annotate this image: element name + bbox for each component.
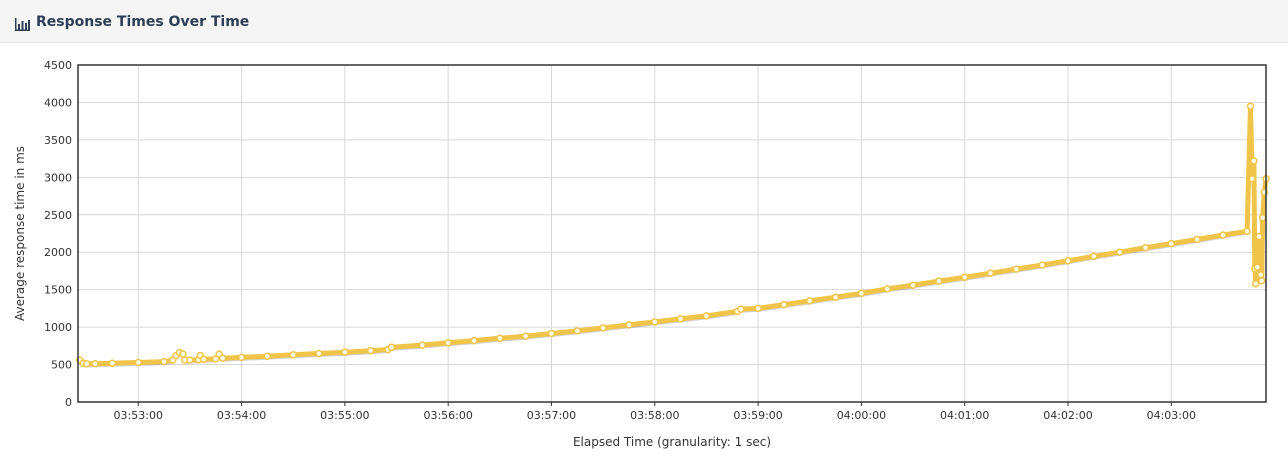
data-point xyxy=(1251,279,1260,288)
data-point xyxy=(218,354,227,362)
data-point xyxy=(599,324,607,332)
data-point xyxy=(1090,252,1098,261)
data-point xyxy=(1248,175,1256,183)
data-point xyxy=(470,336,478,345)
data-point xyxy=(1257,270,1265,279)
data-point xyxy=(831,293,840,301)
x-tick-label: 03:55:00 xyxy=(320,409,369,422)
data-point xyxy=(179,350,187,358)
panel-title: Response Times Over Time xyxy=(36,14,250,30)
y-tick-label: 1000 xyxy=(44,321,72,334)
chart-axes: 0 500 1000 1500 2000 2500 3000 3500 4000 4500 03:5… xyxy=(44,59,1196,422)
data-point xyxy=(909,281,917,289)
data-point xyxy=(573,327,582,335)
bar-chart-icon xyxy=(15,16,30,31)
data-point xyxy=(702,312,711,320)
data-point xyxy=(108,359,117,367)
x-tick-label: 03:54:00 xyxy=(217,409,266,422)
y-tick-label: 0 xyxy=(65,396,72,409)
y-tick-label: 3500 xyxy=(44,134,72,147)
data-point xyxy=(754,304,762,313)
data-point xyxy=(444,339,452,347)
data-point xyxy=(387,343,396,352)
data-point xyxy=(199,355,208,364)
y-axis-title: Average response time in ms xyxy=(13,146,27,321)
data-point xyxy=(1219,231,1227,239)
x-axis-title: Elapsed Time (granularity: 1 sec) xyxy=(573,435,771,449)
x-tick-label: 03:53:00 xyxy=(114,409,163,422)
data-point xyxy=(1250,157,1258,165)
data-point xyxy=(160,357,168,366)
data-point xyxy=(521,332,530,340)
y-tick-label: 2000 xyxy=(44,246,72,259)
x-tick-label: 03:58:00 xyxy=(630,409,679,422)
x-tick-label: 03:56:00 xyxy=(423,409,472,422)
data-point xyxy=(366,346,375,355)
x-tick-label: 04:02:00 xyxy=(1043,409,1092,422)
data-point xyxy=(1257,276,1266,285)
data-point xyxy=(1255,232,1263,241)
data-point xyxy=(237,353,246,362)
data-point xyxy=(883,285,891,293)
y-tick-label: 2500 xyxy=(44,209,72,222)
data-point xyxy=(1064,257,1072,265)
panel-title-group: Response Times Over Time xyxy=(15,13,249,31)
y-tick-label: 500 xyxy=(51,359,72,372)
data-point xyxy=(1193,235,1201,244)
chart-grid xyxy=(78,64,1266,403)
data-point xyxy=(1167,239,1176,248)
x-tick-label: 04:01:00 xyxy=(940,409,989,422)
data-point xyxy=(625,321,633,329)
data-point xyxy=(857,289,866,298)
data-point xyxy=(186,356,194,364)
data-point xyxy=(1038,261,1046,269)
data-point xyxy=(134,358,143,367)
x-tick-label: 03:57:00 xyxy=(527,409,576,422)
data-point xyxy=(1243,227,1251,236)
x-tick-label: 04:00:00 xyxy=(837,409,886,422)
plot-frame xyxy=(77,64,1267,403)
data-point xyxy=(1115,248,1124,256)
x-tick-label: 03:59:00 xyxy=(733,409,782,422)
series-line xyxy=(77,103,1269,367)
data-point xyxy=(496,334,504,343)
data-point xyxy=(315,349,323,358)
data-point xyxy=(737,305,745,313)
data-point xyxy=(211,355,220,363)
data-point xyxy=(289,351,297,359)
x-tick-label: 04:03:00 xyxy=(1147,409,1196,422)
data-point xyxy=(960,273,969,282)
data-point xyxy=(1012,265,1021,273)
data-point xyxy=(1246,102,1255,110)
data-point xyxy=(1141,243,1150,252)
data-point xyxy=(676,315,685,323)
data-point xyxy=(91,359,99,368)
data-point xyxy=(547,329,556,338)
data-point xyxy=(1258,214,1267,222)
y-tick-label: 4500 xyxy=(44,59,72,72)
data-point xyxy=(263,352,272,360)
data-point xyxy=(935,277,943,285)
data-point xyxy=(341,348,349,356)
data-point xyxy=(1253,263,1262,271)
panel-header: Response Times Over Time xyxy=(0,0,1288,43)
data-point xyxy=(418,341,427,349)
y-tick-label: 3000 xyxy=(44,171,72,184)
data-point xyxy=(651,318,659,326)
chart-series xyxy=(75,102,1270,368)
data-point xyxy=(986,269,995,277)
data-point xyxy=(805,297,814,305)
data-point xyxy=(780,300,788,309)
y-tick-label: 1500 xyxy=(44,284,72,297)
response-times-chart: 0 500 1000 1500 2000 2500 3000 3500 4000 4500 03:5… xyxy=(13,59,1270,449)
y-tick-label: 4000 xyxy=(44,96,72,109)
data-point xyxy=(82,360,91,368)
